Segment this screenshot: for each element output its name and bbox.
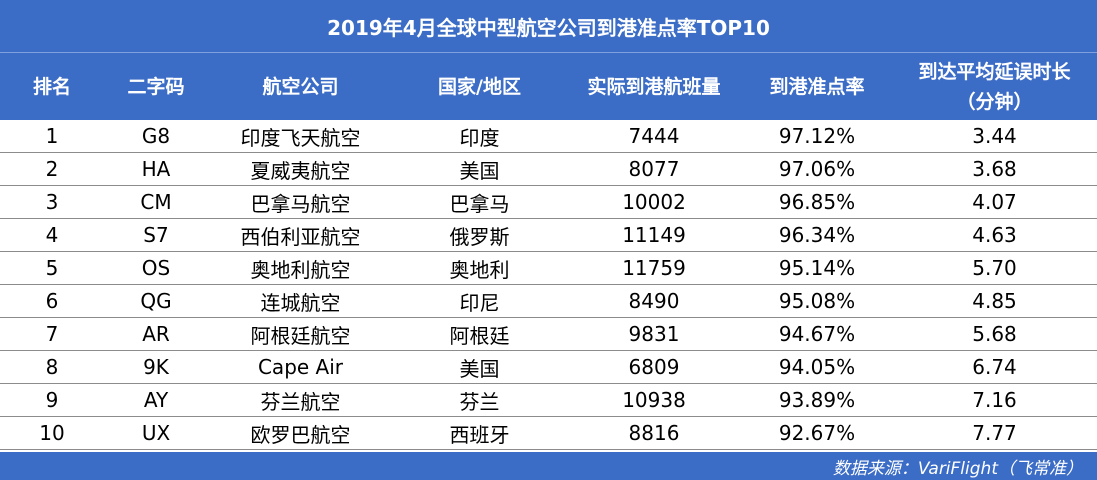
header-airline: 航空公司 xyxy=(262,75,339,98)
cell-delay: 4.07 xyxy=(972,190,1017,214)
cell-arrivals: 8077 xyxy=(628,157,680,181)
header-row: 排名 二字码 航空公司 国家/地区 实际到港航班量 到港准点率 到达平均延误时长… xyxy=(0,52,1097,120)
cell-country: 阿根廷 xyxy=(449,323,510,348)
cell-code: 9K xyxy=(143,355,169,379)
cell-country: 美国 xyxy=(459,356,500,381)
cell-code: S7 xyxy=(143,223,169,247)
header-ontime: 到港准点率 xyxy=(769,75,865,98)
cell-rank: 10 xyxy=(39,421,65,445)
cell-airline: 芬兰航空 xyxy=(260,389,341,414)
cell-country: 俄罗斯 xyxy=(449,224,510,249)
cell-code: UX xyxy=(141,421,171,445)
cell-ontime: 92.67% xyxy=(778,421,856,445)
header-code: 二字码 xyxy=(127,75,185,98)
cell-delay: 5.68 xyxy=(972,322,1017,346)
cell-country: 美国 xyxy=(459,158,500,183)
header-country: 国家/地区 xyxy=(438,75,521,98)
cell-ontime: 94.67% xyxy=(778,322,856,346)
cell-code: HA xyxy=(141,157,171,181)
cell-ontime: 95.08% xyxy=(778,289,856,313)
cell-ontime: 97.06% xyxy=(778,157,856,181)
header-delay: 到达平均延误时长 （分钟） xyxy=(892,53,1097,120)
cell-country: 西班牙 xyxy=(449,422,510,447)
cell-airline: 巴拿马航空 xyxy=(250,191,351,216)
cell-airline: 欧罗巴航空 xyxy=(250,422,351,447)
table-row: 7 AR 阿根廷航空 阿根廷 9831 94.67% 5.68 xyxy=(0,318,1097,351)
cell-arrivals: 11149 xyxy=(622,223,686,247)
cell-delay: 6.74 xyxy=(972,355,1017,379)
cell-arrivals: 11759 xyxy=(622,256,686,280)
table-row: 2 HA 夏威夷航空 美国 8077 97.06% 3.68 xyxy=(0,153,1097,186)
cell-country: 印尼 xyxy=(459,290,500,315)
cell-ontime: 95.14% xyxy=(778,256,856,280)
cell-country: 印度 xyxy=(459,125,500,150)
table-body: 1 G8 印度飞天航空 印度 7444 97.12% 3.44 2 HA 夏威夷… xyxy=(0,120,1097,450)
header-delay-line1: 到达平均延误时长 xyxy=(918,60,1071,83)
cell-ontime: 93.89% xyxy=(778,388,856,412)
cell-delay: 3.68 xyxy=(972,157,1017,181)
cell-rank: 9 xyxy=(45,388,59,412)
cell-code: AY xyxy=(143,388,169,412)
cell-arrivals: 8816 xyxy=(628,421,680,445)
source-note: 数据来源：VariFlight（飞常准） xyxy=(832,458,1083,479)
table-row: 10 UX 欧罗巴航空 西班牙 8816 92.67% 7.77 xyxy=(0,417,1097,450)
cell-ontime: 96.34% xyxy=(778,223,856,247)
table-row: 9 AY 芬兰航空 芬兰 10938 93.89% 7.16 xyxy=(0,384,1097,417)
cell-code: CM xyxy=(140,190,172,214)
cell-code: OS xyxy=(141,256,171,280)
header-delay-line2: （分钟） xyxy=(956,90,1033,113)
cell-arrivals: 7444 xyxy=(628,124,680,148)
cell-arrivals: 10002 xyxy=(622,190,686,214)
cell-country: 巴拿马 xyxy=(449,191,510,216)
header-arrivals: 实际到港航班量 xyxy=(587,75,721,98)
table-row: 5 OS 奥地利航空 奥地利 11759 95.14% 5.70 xyxy=(0,252,1097,285)
cell-code: QG xyxy=(140,289,172,313)
source-footer: 数据来源：VariFlight（飞常准） xyxy=(0,452,1097,480)
cell-arrivals: 6809 xyxy=(628,355,680,379)
cell-delay: 4.63 xyxy=(972,223,1017,247)
header-rank: 排名 xyxy=(32,75,71,98)
cell-code: AR xyxy=(142,322,170,346)
table-row: 3 CM 巴拿马航空 巴拿马 10002 96.85% 4.07 xyxy=(0,186,1097,219)
cell-airline: 夏威夷航空 xyxy=(250,158,351,183)
cell-rank: 8 xyxy=(45,355,59,379)
cell-delay: 3.44 xyxy=(972,124,1017,148)
cell-ontime: 97.12% xyxy=(778,124,856,148)
cell-ontime: 94.05% xyxy=(778,355,856,379)
cell-airline: 连城航空 xyxy=(260,290,341,315)
table-row: 4 S7 西伯利亚航空 俄罗斯 11149 96.34% 4.63 xyxy=(0,219,1097,252)
cell-country: 奥地利 xyxy=(449,257,510,282)
cell-country: 芬兰 xyxy=(459,389,500,414)
cell-code: G8 xyxy=(141,124,171,148)
cell-delay: 7.16 xyxy=(972,388,1017,412)
cell-delay: 4.85 xyxy=(972,289,1017,313)
cell-delay: 7.77 xyxy=(972,421,1017,445)
cell-delay: 5.70 xyxy=(972,256,1017,280)
cell-airline: Cape Air xyxy=(257,355,344,379)
cell-arrivals: 9831 xyxy=(628,322,680,346)
cell-rank: 6 xyxy=(45,289,59,313)
cell-rank: 3 xyxy=(45,190,59,214)
table-row: 8 9K Cape Air 美国 6809 94.05% 6.74 xyxy=(0,351,1097,384)
cell-rank: 1 xyxy=(45,124,59,148)
cell-rank: 4 xyxy=(45,223,59,247)
cell-airline: 印度飞天航空 xyxy=(240,125,361,150)
cell-arrivals: 8490 xyxy=(628,289,680,313)
cell-airline: 奥地利航空 xyxy=(250,257,351,282)
cell-arrivals: 10938 xyxy=(622,388,686,412)
table-row: 6 QG 连城航空 印尼 8490 95.08% 4.85 xyxy=(0,285,1097,318)
cell-airline: 西伯利亚航空 xyxy=(240,224,361,249)
cell-airline: 阿根廷航空 xyxy=(250,323,351,348)
cell-ontime: 96.85% xyxy=(778,190,856,214)
table-row: 1 G8 印度飞天航空 印度 7444 97.12% 3.44 xyxy=(0,120,1097,153)
cell-rank: 7 xyxy=(45,322,59,346)
table-title: 2019年4月全球中型航空公司到港准点率TOP10 xyxy=(0,0,1097,52)
cell-rank: 5 xyxy=(45,256,59,280)
cell-rank: 2 xyxy=(45,157,59,181)
